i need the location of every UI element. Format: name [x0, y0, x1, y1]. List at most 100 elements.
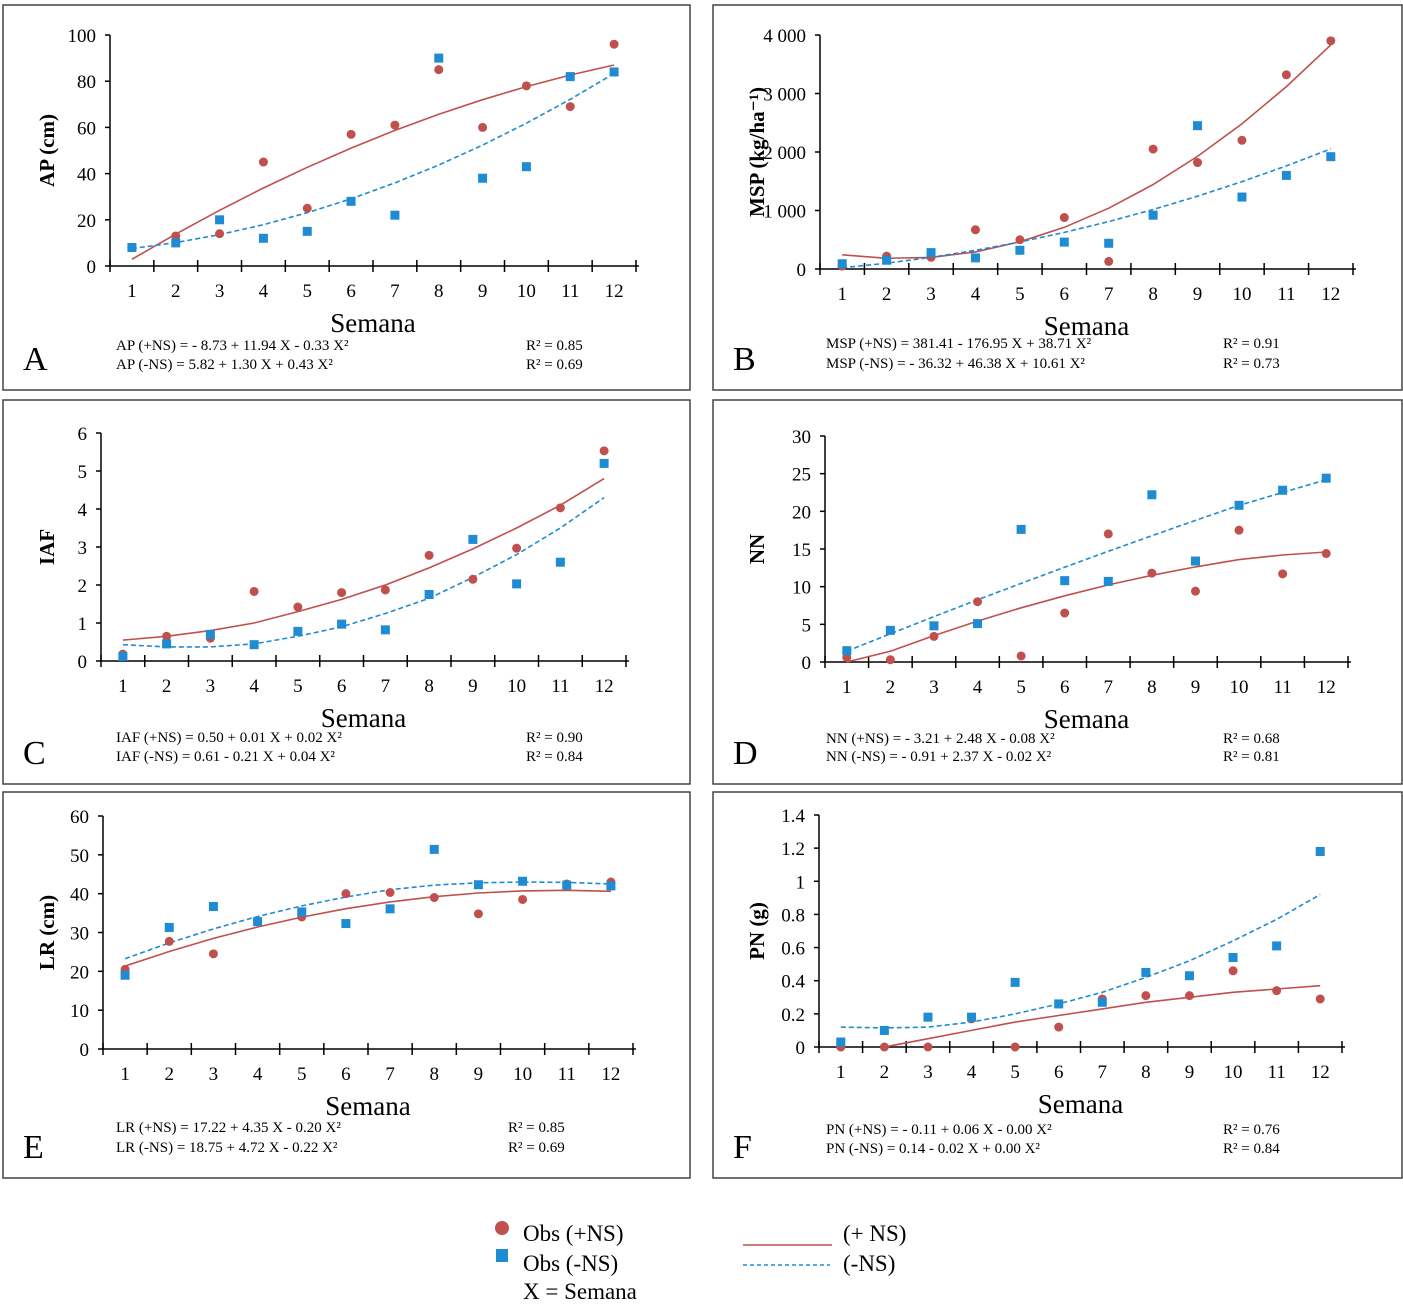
- regression-equation: MSP (-NS) = - 36.32 + 46.38 X + 10.61 X²: [826, 356, 1085, 372]
- x-tick-label: 6: [337, 676, 347, 697]
- point-plus-ns: [1272, 986, 1282, 996]
- y-tick-label: 60: [70, 807, 89, 828]
- regression-equation: NN (+NS) = - 3.21 + 2.48 X - 0.08 X²: [826, 731, 1055, 747]
- r-squared: R² = 0.76: [1223, 1122, 1280, 1138]
- point-minus-ns: [341, 919, 351, 929]
- x-tick-label: 8: [434, 281, 444, 302]
- fit-line-minus-ns: [122, 496, 605, 648]
- x-axis-title: Semana: [1044, 704, 1129, 734]
- r-squared: R² = 0.69: [526, 357, 583, 373]
- x-tick-label: 5: [293, 676, 303, 697]
- y-tick-label: 15: [792, 540, 811, 561]
- point-plus-ns: [1326, 36, 1336, 46]
- x-tick-label: 2: [880, 1062, 890, 1083]
- point-minus-ns: [926, 248, 936, 258]
- x-tick-label: 11: [551, 676, 569, 697]
- point-minus-ns: [1097, 997, 1107, 1007]
- panel-border: [712, 4, 1403, 391]
- r-squared: R² = 0.69: [508, 1140, 565, 1156]
- fit-line-minus-ns: [842, 148, 1332, 269]
- x-tick-label: 8: [424, 676, 434, 697]
- legend-x-definition: X = Semana: [523, 1279, 637, 1304]
- fit-line-minus-ns: [124, 881, 611, 960]
- y-tick-label: 2: [78, 576, 88, 597]
- x-tick-label: 8: [1148, 284, 1158, 305]
- y-tick-label: 0: [78, 652, 88, 673]
- point-minus-ns: [1184, 971, 1194, 981]
- point-minus-ns: [429, 844, 439, 854]
- point-minus-ns: [565, 72, 575, 82]
- point-plus-ns: [1059, 213, 1069, 223]
- point-plus-ns: [1015, 235, 1025, 245]
- x-tick-label: 7: [381, 676, 391, 697]
- point-minus-ns: [424, 590, 434, 599]
- x-tick-label: 9: [1185, 1062, 1195, 1083]
- point-plus-ns: [1104, 256, 1114, 266]
- y-tick-label: 1.2: [781, 839, 805, 860]
- fit-line-plus-ns: [842, 44, 1332, 260]
- point-minus-ns: [1278, 485, 1288, 495]
- regression-equation: PN (-NS) = 0.14 - 0.02 X + 0.00 X²: [826, 1141, 1040, 1157]
- point-minus-ns: [1190, 556, 1200, 566]
- point-plus-ns: [380, 585, 390, 595]
- x-tick-label: 3: [926, 284, 936, 305]
- point-plus-ns: [1141, 991, 1151, 1001]
- x-tick-label: 3: [929, 677, 939, 698]
- point-minus-ns: [836, 1037, 846, 1047]
- point-plus-ns: [1060, 608, 1070, 618]
- x-tick-label: 4: [253, 1064, 263, 1085]
- point-minus-ns: [478, 173, 488, 183]
- y-tick-label: 6: [78, 424, 88, 445]
- point-minus-ns: [208, 901, 218, 911]
- point-minus-ns: [967, 1012, 977, 1022]
- point-minus-ns: [1228, 953, 1238, 963]
- x-tick-label: 3: [923, 1062, 933, 1083]
- panel-letter: C: [23, 735, 46, 772]
- y-axis-title: LR (cm): [35, 895, 59, 970]
- x-tick-label: 4: [971, 284, 981, 305]
- x-tick-label: 8: [430, 1064, 440, 1085]
- x-tick-label: 2: [162, 676, 172, 697]
- y-tick-label: 100: [68, 26, 97, 47]
- point-minus-ns: [1234, 500, 1244, 510]
- x-tick-label: 4: [259, 281, 269, 302]
- point-plus-ns: [302, 203, 312, 213]
- x-tick-label: 5: [1010, 1062, 1020, 1083]
- point-minus-ns: [518, 876, 528, 886]
- point-plus-ns: [842, 652, 852, 662]
- point-plus-ns: [341, 889, 351, 899]
- point-minus-ns: [434, 53, 444, 63]
- point-minus-ns: [1237, 192, 1247, 202]
- y-tick-label: 0: [80, 1040, 90, 1061]
- point-plus-ns: [1278, 569, 1288, 579]
- point-minus-ns: [1059, 237, 1069, 247]
- point-plus-ns: [973, 597, 983, 607]
- point-plus-ns: [390, 120, 400, 130]
- x-tick-label: 7: [1104, 677, 1114, 698]
- legend: Obs (+NS) Obs (-NS) X = Semana (+ NS) (-…: [495, 1221, 906, 1304]
- point-plus-ns: [1321, 549, 1331, 559]
- point-minus-ns: [253, 917, 263, 927]
- y-tick-label: 10: [70, 1001, 89, 1022]
- y-tick-label: 0: [802, 653, 812, 674]
- point-minus-ns: [1015, 245, 1025, 255]
- point-plus-ns: [923, 1042, 933, 1052]
- x-tick-label: 12: [601, 1064, 620, 1085]
- panel-letter: B: [733, 341, 756, 378]
- point-plus-ns: [1190, 586, 1200, 596]
- x-tick-label: 10: [507, 676, 526, 697]
- x-tick-label: 11: [561, 281, 579, 302]
- y-axis-title: NN: [745, 534, 769, 564]
- x-tick-label: 11: [558, 1064, 576, 1085]
- point-plus-ns: [1016, 651, 1026, 661]
- point-plus-ns: [424, 550, 434, 560]
- y-tick-label: 0.2: [781, 1005, 805, 1026]
- point-minus-ns: [970, 253, 980, 263]
- legend-marker-obs-minus: [496, 1249, 508, 1262]
- point-plus-ns: [473, 909, 483, 919]
- y-tick-label: 1.4: [781, 806, 805, 827]
- y-tick-label: 1 000: [763, 202, 806, 223]
- panel-border: [2, 399, 691, 785]
